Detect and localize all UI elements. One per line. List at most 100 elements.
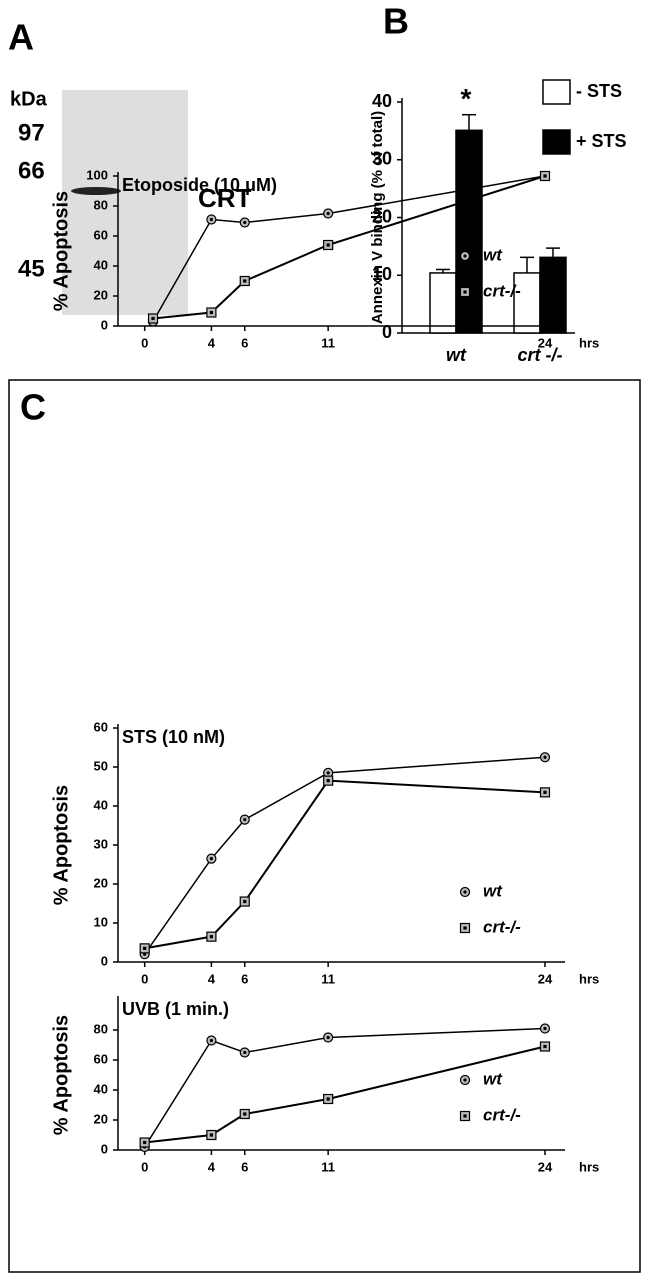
bar bbox=[455, 129, 483, 334]
legend-label: crt-/- bbox=[483, 917, 521, 936]
marker-dot bbox=[463, 890, 467, 894]
marker-dot bbox=[543, 1026, 547, 1031]
marker-dot bbox=[326, 1035, 330, 1040]
y-tick-label: 20 bbox=[94, 287, 108, 302]
legend-label: wt bbox=[483, 1069, 503, 1088]
band-label: CRT bbox=[198, 183, 252, 213]
chart-title: UVB (1 min.) bbox=[122, 999, 229, 1019]
y-tick-label: 20 bbox=[94, 1111, 108, 1126]
y-tick-label: 60 bbox=[94, 719, 108, 734]
y-axis-label: % Apoptosis bbox=[50, 1015, 72, 1135]
y-tick-label: 40 bbox=[372, 91, 392, 111]
y-tick-label: 40 bbox=[94, 797, 108, 812]
bar bbox=[539, 256, 567, 334]
x-tick-label: crt -/- bbox=[518, 345, 563, 365]
legend-label: - STS bbox=[576, 81, 622, 101]
marker-dot bbox=[543, 174, 547, 178]
y-tick-label: 10 bbox=[94, 914, 108, 929]
bar bbox=[429, 272, 457, 334]
y-axis-label: % Apoptosis bbox=[50, 191, 72, 311]
x-tick-label: 4 bbox=[208, 1159, 216, 1174]
y-tick-label: 60 bbox=[94, 227, 108, 242]
marker-dot bbox=[326, 779, 330, 783]
blot-band bbox=[71, 187, 121, 195]
y-tick-label: 100 bbox=[86, 167, 108, 182]
x-axis-label: hrs bbox=[579, 971, 599, 986]
x-tick-label: 24 bbox=[538, 971, 553, 986]
y-tick-label: 40 bbox=[94, 1081, 108, 1096]
marker-dot bbox=[143, 1140, 147, 1145]
marker-dot bbox=[243, 220, 247, 225]
x-tick-label: 4 bbox=[208, 335, 216, 350]
y-tick-label: 80 bbox=[94, 1021, 108, 1036]
y-tick-label: 10 bbox=[372, 264, 392, 284]
legend-swatch bbox=[542, 129, 571, 155]
marker-dot bbox=[463, 290, 467, 294]
x-tick-label: 6 bbox=[241, 971, 248, 986]
panel-label: C bbox=[20, 387, 46, 428]
marker-dot bbox=[326, 771, 330, 775]
marker-dot bbox=[209, 1133, 214, 1137]
panel-frame bbox=[8, 379, 641, 1273]
y-tick-label: 80 bbox=[94, 197, 108, 212]
marker-dot bbox=[151, 316, 155, 321]
marker-dot bbox=[209, 310, 214, 315]
x-axis-label: hrs bbox=[579, 1159, 599, 1174]
x-tick-label: 0 bbox=[141, 335, 148, 350]
marker-dot bbox=[243, 899, 247, 904]
y-tick-label: 20 bbox=[94, 875, 108, 890]
x-tick-label: 11 bbox=[321, 971, 335, 986]
marker-dot bbox=[209, 935, 214, 939]
marker-dot bbox=[243, 818, 247, 822]
marker-dot bbox=[463, 254, 467, 258]
panel-label: A bbox=[8, 17, 34, 58]
y-tick-label: 0 bbox=[382, 322, 392, 342]
x-axis-label: hrs bbox=[579, 335, 599, 350]
marker-dot bbox=[326, 1097, 330, 1101]
legend-label: crt-/- bbox=[483, 281, 521, 300]
marker-dot bbox=[243, 1050, 247, 1055]
blot bbox=[62, 90, 188, 315]
x-tick-label: wt bbox=[446, 345, 467, 365]
marker-dot bbox=[463, 926, 467, 930]
blot-marker: 97 bbox=[18, 119, 45, 146]
y-axis-label: % Apoptosis bbox=[50, 785, 72, 905]
y-tick-label: 40 bbox=[94, 257, 108, 272]
marker-dot bbox=[326, 243, 330, 247]
x-tick-label: 24 bbox=[538, 1159, 553, 1174]
chart-title: STS (10 nM) bbox=[122, 727, 225, 747]
chart-title: Etoposide (10 μM) bbox=[122, 175, 277, 195]
marker-dot bbox=[463, 1114, 467, 1118]
panel-label: B bbox=[383, 1, 409, 42]
blot-marker: 45 bbox=[18, 255, 45, 282]
y-tick-label: 60 bbox=[94, 1051, 108, 1066]
y-tick-label: 0 bbox=[101, 317, 108, 332]
marker-dot bbox=[243, 279, 247, 283]
blot-marker: 66 bbox=[18, 157, 45, 184]
x-tick-label: 0 bbox=[141, 971, 148, 986]
y-axis-label: Annexin V binding (% of total) bbox=[369, 111, 386, 324]
marker-dot bbox=[209, 857, 214, 861]
y-tick-label: 30 bbox=[372, 149, 392, 169]
legend-label: wt bbox=[483, 881, 503, 900]
y-tick-label: 0 bbox=[101, 1141, 108, 1156]
marker-dot bbox=[543, 790, 547, 794]
marker-dot bbox=[326, 211, 330, 216]
series-line bbox=[144, 1045, 546, 1144]
marker-dot bbox=[209, 217, 214, 222]
x-tick-label: 11 bbox=[321, 335, 335, 350]
x-tick-label: 24 bbox=[538, 335, 553, 350]
y-tick-label: 30 bbox=[94, 836, 108, 851]
x-tick-label: 11 bbox=[321, 1159, 335, 1174]
marker-dot bbox=[463, 1078, 467, 1082]
marker-dot bbox=[243, 1112, 247, 1116]
legend-label: + STS bbox=[576, 131, 627, 151]
marker-dot bbox=[543, 1044, 547, 1049]
x-tick-label: 4 bbox=[208, 971, 216, 986]
marker-dot bbox=[543, 755, 547, 759]
blot-unit: kDa bbox=[10, 88, 48, 110]
y-tick-label: 20 bbox=[372, 206, 392, 226]
x-tick-label: 6 bbox=[241, 335, 248, 350]
marker-dot bbox=[209, 1038, 214, 1043]
